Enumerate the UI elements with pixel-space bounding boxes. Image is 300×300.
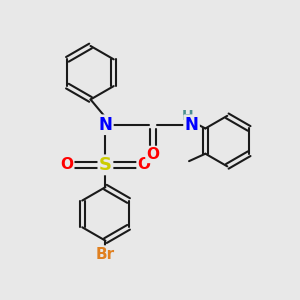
Text: O: O <box>146 147 160 162</box>
Text: Br: Br <box>96 247 115 262</box>
Text: N: N <box>185 116 199 134</box>
Text: H: H <box>181 109 193 123</box>
Text: S: S <box>99 156 112 174</box>
Text: O: O <box>138 158 151 172</box>
Text: O: O <box>60 158 73 172</box>
Text: N: N <box>98 116 112 134</box>
